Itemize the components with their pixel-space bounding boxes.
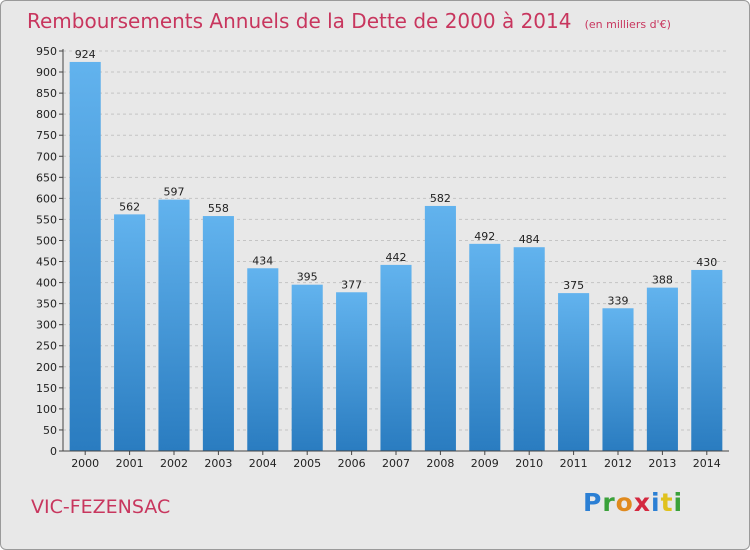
- y-tick-label: 50: [43, 424, 57, 437]
- x-tick-label: 2002: [160, 457, 188, 470]
- y-tick-label: 100: [36, 403, 57, 416]
- x-tick-label: 2000: [71, 457, 99, 470]
- bar: [646, 287, 678, 451]
- y-tick-label: 400: [36, 277, 57, 290]
- y-tick-label: 150: [36, 382, 57, 395]
- y-tick-label: 500: [36, 234, 57, 247]
- logo-letter: i: [651, 488, 661, 517]
- x-tick-label: 2001: [116, 457, 144, 470]
- x-tick-label: 2014: [693, 457, 721, 470]
- value-label: 430: [696, 256, 717, 269]
- value-label: 434: [252, 254, 273, 267]
- y-tick-label: 850: [36, 87, 57, 100]
- y-tick-label: 300: [36, 319, 57, 332]
- x-tick-label: 2009: [471, 457, 499, 470]
- x-tick-label: 2010: [515, 457, 543, 470]
- bar: [247, 268, 279, 451]
- x-tick-label: 2011: [560, 457, 588, 470]
- value-label: 924: [75, 48, 96, 61]
- value-label: 375: [563, 279, 584, 292]
- value-label: 484: [519, 233, 540, 246]
- x-tick-label: 2007: [382, 457, 410, 470]
- bar: [558, 293, 590, 451]
- city-name: VIC-FEZENSAC: [31, 496, 171, 518]
- value-label: 377: [341, 278, 362, 291]
- bar: [202, 216, 234, 451]
- x-tick-label: 2013: [648, 457, 676, 470]
- value-label: 558: [208, 202, 229, 215]
- y-tick-label: 200: [36, 361, 57, 374]
- x-tick-label: 2004: [249, 457, 277, 470]
- value-label: 395: [297, 271, 318, 284]
- logo-letter: i: [673, 488, 684, 517]
- logo-letter: x: [633, 488, 651, 517]
- logo-letter: o: [615, 488, 634, 517]
- bar: [513, 247, 545, 451]
- logo-letter: P: [583, 488, 603, 517]
- y-tick-label: 250: [36, 340, 57, 353]
- chart-title: Remboursements Annuels de la Dette de 20…: [27, 9, 572, 33]
- y-tick-label: 800: [36, 108, 57, 121]
- x-tick-label: 2012: [604, 457, 632, 470]
- y-tick-label: 900: [36, 66, 57, 79]
- value-label: 442: [386, 251, 407, 264]
- bar: [158, 199, 190, 451]
- value-label: 492: [474, 230, 495, 243]
- value-label: 339: [608, 294, 629, 307]
- y-tick-label: 450: [36, 256, 57, 269]
- bar: [602, 308, 634, 451]
- y-tick-label: 600: [36, 192, 57, 205]
- proxiti-logo: Proxiti: [583, 488, 683, 517]
- axes: 0 50 100 150 200 250 300 350 400 450 500 550 600 650 7…: [36, 45, 729, 470]
- value-label: 388: [652, 274, 673, 287]
- bar: [336, 292, 368, 451]
- y-tick-label: 750: [36, 129, 57, 142]
- value-label: 562: [119, 200, 140, 213]
- x-tick-label: 2005: [293, 457, 321, 470]
- y-tick-label: 650: [36, 171, 57, 184]
- bar: [291, 284, 323, 451]
- bar: [424, 205, 456, 451]
- bar: [114, 214, 146, 451]
- y-tick-label: 700: [36, 150, 57, 163]
- bar: [380, 264, 412, 451]
- y-tick-label: 550: [36, 213, 57, 226]
- bar: [69, 61, 101, 452]
- bars: 924 562 597 558 434 395 377 442 582 492 484 375 339 3…: [69, 48, 723, 452]
- y-tick-label: 350: [36, 298, 57, 311]
- y-tick-label: 0: [50, 445, 57, 458]
- logo-letter: t: [660, 488, 674, 517]
- chart-subtitle: (en milliers d'€): [584, 18, 671, 31]
- x-tick-label: 2006: [338, 457, 366, 470]
- bar: [691, 269, 723, 451]
- value-label: 597: [164, 186, 185, 199]
- x-tick-label: 2008: [426, 457, 454, 470]
- value-label: 582: [430, 192, 451, 205]
- chart-title-block: Remboursements Annuels de la Dette de 20…: [27, 9, 671, 33]
- x-tick-label: 2003: [204, 457, 232, 470]
- bar: [469, 243, 501, 451]
- logo-letter: r: [602, 488, 616, 517]
- y-tick-label: 950: [36, 45, 57, 58]
